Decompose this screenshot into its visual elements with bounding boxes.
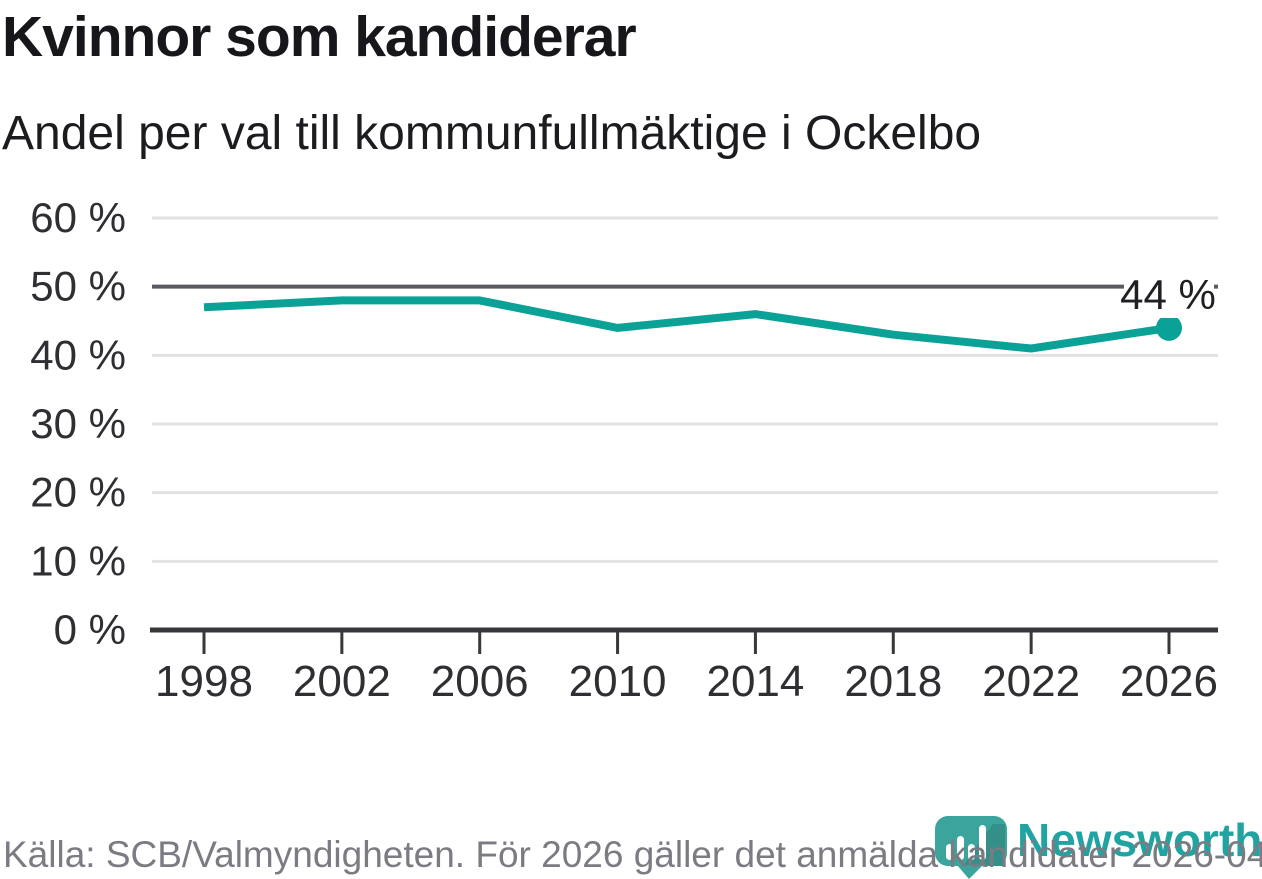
chart-title: Kvinnor som kandiderar — [2, 5, 637, 69]
x-tick-label: 2006 — [431, 657, 529, 706]
y-tick-label: 30 % — [30, 400, 126, 447]
data-line — [203, 296, 1170, 353]
chart-subtitle: Andel per val till kommunfullmäktige i O… — [2, 107, 982, 160]
x-tick-label: 2010 — [569, 657, 667, 706]
x-tick-label: 2014 — [706, 657, 804, 706]
y-tick-label: 10 % — [30, 537, 126, 584]
brand-wordmark: Newsworthy — [1017, 814, 1262, 866]
brand-footer: Newsworthy — [933, 815, 1262, 879]
y-tick-label: 50 % — [30, 263, 126, 310]
x-tick-label: 1998 — [155, 657, 253, 706]
value-label-halo — [1124, 273, 1214, 318]
value-label: 44 % — [1120, 271, 1216, 318]
source-note: Källa: SCB/Valmyndigheten. För 2026 gäll… — [3, 834, 1262, 875]
newsworthy-logo-icon — [935, 816, 1007, 879]
y-tick-label: 60 % — [30, 194, 126, 241]
y-tick-label: 0 % — [54, 606, 126, 653]
y-tick-label: 40 % — [30, 331, 126, 378]
x-tick-label: 2026 — [1120, 657, 1218, 706]
x-tick-label: 2018 — [844, 657, 942, 706]
x-tick-label: 2002 — [293, 657, 391, 706]
y-tick-label: 20 % — [30, 469, 126, 516]
data-point-2026 — [1156, 314, 1182, 341]
x-tick-label: 2022 — [982, 657, 1080, 706]
